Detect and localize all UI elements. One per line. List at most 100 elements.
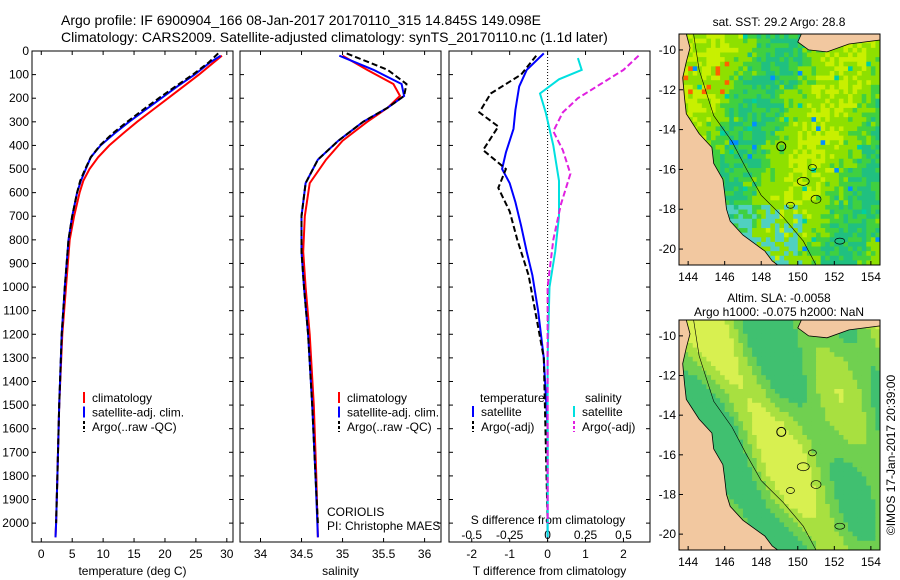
field-cell	[697, 333, 703, 339]
field-cell	[701, 66, 707, 72]
field-cell	[770, 246, 776, 252]
y-tick-label: -12	[659, 83, 677, 97]
field-cell	[875, 149, 881, 155]
field-cell	[852, 402, 858, 408]
field-cell	[793, 89, 799, 95]
reef-outline-2	[786, 487, 795, 494]
field-cell	[747, 343, 753, 348]
field-cell	[820, 200, 826, 206]
field-cell	[829, 107, 835, 113]
field-cell	[852, 494, 858, 500]
field-cell	[848, 214, 853, 220]
x-tick-label: 152	[824, 270, 844, 284]
field-cell	[861, 499, 867, 505]
field-cell	[697, 66, 703, 72]
field-cell	[838, 333, 844, 339]
field-cell	[875, 181, 881, 187]
field-cell	[838, 481, 844, 486]
field-cell	[875, 75, 881, 81]
field-cell	[820, 223, 826, 229]
field-cell	[774, 504, 780, 509]
field-cell	[701, 117, 707, 123]
field-cell	[770, 144, 776, 150]
field-cell	[720, 80, 726, 86]
field-cell	[852, 103, 858, 109]
field-cell	[770, 195, 776, 201]
field-cell	[765, 84, 771, 90]
field-cell	[770, 481, 776, 486]
field-cell	[797, 75, 803, 81]
field-cell	[710, 384, 716, 390]
field-cell	[825, 103, 831, 109]
field-cell	[742, 439, 748, 445]
field-cell	[806, 508, 812, 514]
field-cell	[738, 389, 744, 394]
field-cell	[811, 366, 817, 371]
field-cell	[770, 61, 776, 67]
field-cell	[793, 195, 799, 201]
field-cell	[848, 347, 853, 353]
field-cell	[756, 458, 762, 463]
field-cell	[816, 117, 822, 123]
field-cell	[866, 407, 872, 413]
field-cell	[779, 47, 785, 53]
field-cell	[852, 181, 858, 187]
field-cell	[793, 531, 799, 537]
field-cell	[829, 531, 835, 537]
field-cell	[765, 494, 771, 500]
field-cell	[843, 430, 849, 436]
field-cell	[788, 448, 794, 454]
field-cell	[788, 52, 794, 58]
field-cell	[747, 149, 753, 155]
field-cell	[710, 84, 716, 90]
sst-title: sat. SST: 29.2 Argo: 28.8	[713, 15, 846, 29]
field-cell	[857, 398, 863, 404]
field-cell	[834, 384, 840, 390]
field-cell	[770, 34, 776, 40]
field-cell	[866, 237, 872, 243]
field-cell	[793, 98, 799, 104]
field-cell	[765, 412, 771, 417]
field-cell	[733, 80, 739, 86]
field-cell	[701, 80, 707, 86]
field-cell	[820, 80, 826, 86]
field-cell	[761, 531, 767, 537]
field-cell	[811, 140, 817, 146]
field-cell	[756, 38, 762, 44]
field-cell	[829, 80, 835, 86]
field-cell	[729, 172, 735, 178]
field-cell	[692, 80, 698, 86]
field-cell	[733, 61, 739, 67]
field-cell	[811, 181, 817, 187]
field-cell	[857, 126, 863, 132]
field-cell	[852, 135, 858, 141]
field-cell	[806, 126, 812, 132]
field-cell	[747, 158, 753, 164]
field-cell	[752, 61, 758, 67]
field-cell	[848, 485, 853, 491]
field-cell	[692, 393, 698, 399]
field-cell	[806, 352, 812, 358]
field-cell	[770, 38, 776, 44]
field-cell	[720, 144, 726, 150]
field-cell	[692, 61, 698, 67]
field-cell	[875, 204, 881, 210]
field-cell	[861, 66, 867, 72]
field-cell	[784, 439, 790, 445]
field-cell	[793, 70, 799, 76]
field-cell	[752, 320, 758, 325]
field-cell	[788, 490, 794, 496]
field-cell	[697, 412, 703, 417]
field-cell	[816, 154, 822, 160]
field-cell	[779, 61, 785, 67]
field-cell	[793, 154, 799, 160]
field-cell	[724, 135, 730, 141]
field-cell	[848, 204, 853, 210]
field-cell	[857, 467, 863, 473]
field-cell	[875, 241, 881, 247]
field-cell	[710, 329, 716, 335]
field-cell	[788, 444, 794, 450]
field-cell	[784, 144, 790, 150]
field-cell	[761, 107, 767, 113]
field-cell	[729, 94, 735, 100]
